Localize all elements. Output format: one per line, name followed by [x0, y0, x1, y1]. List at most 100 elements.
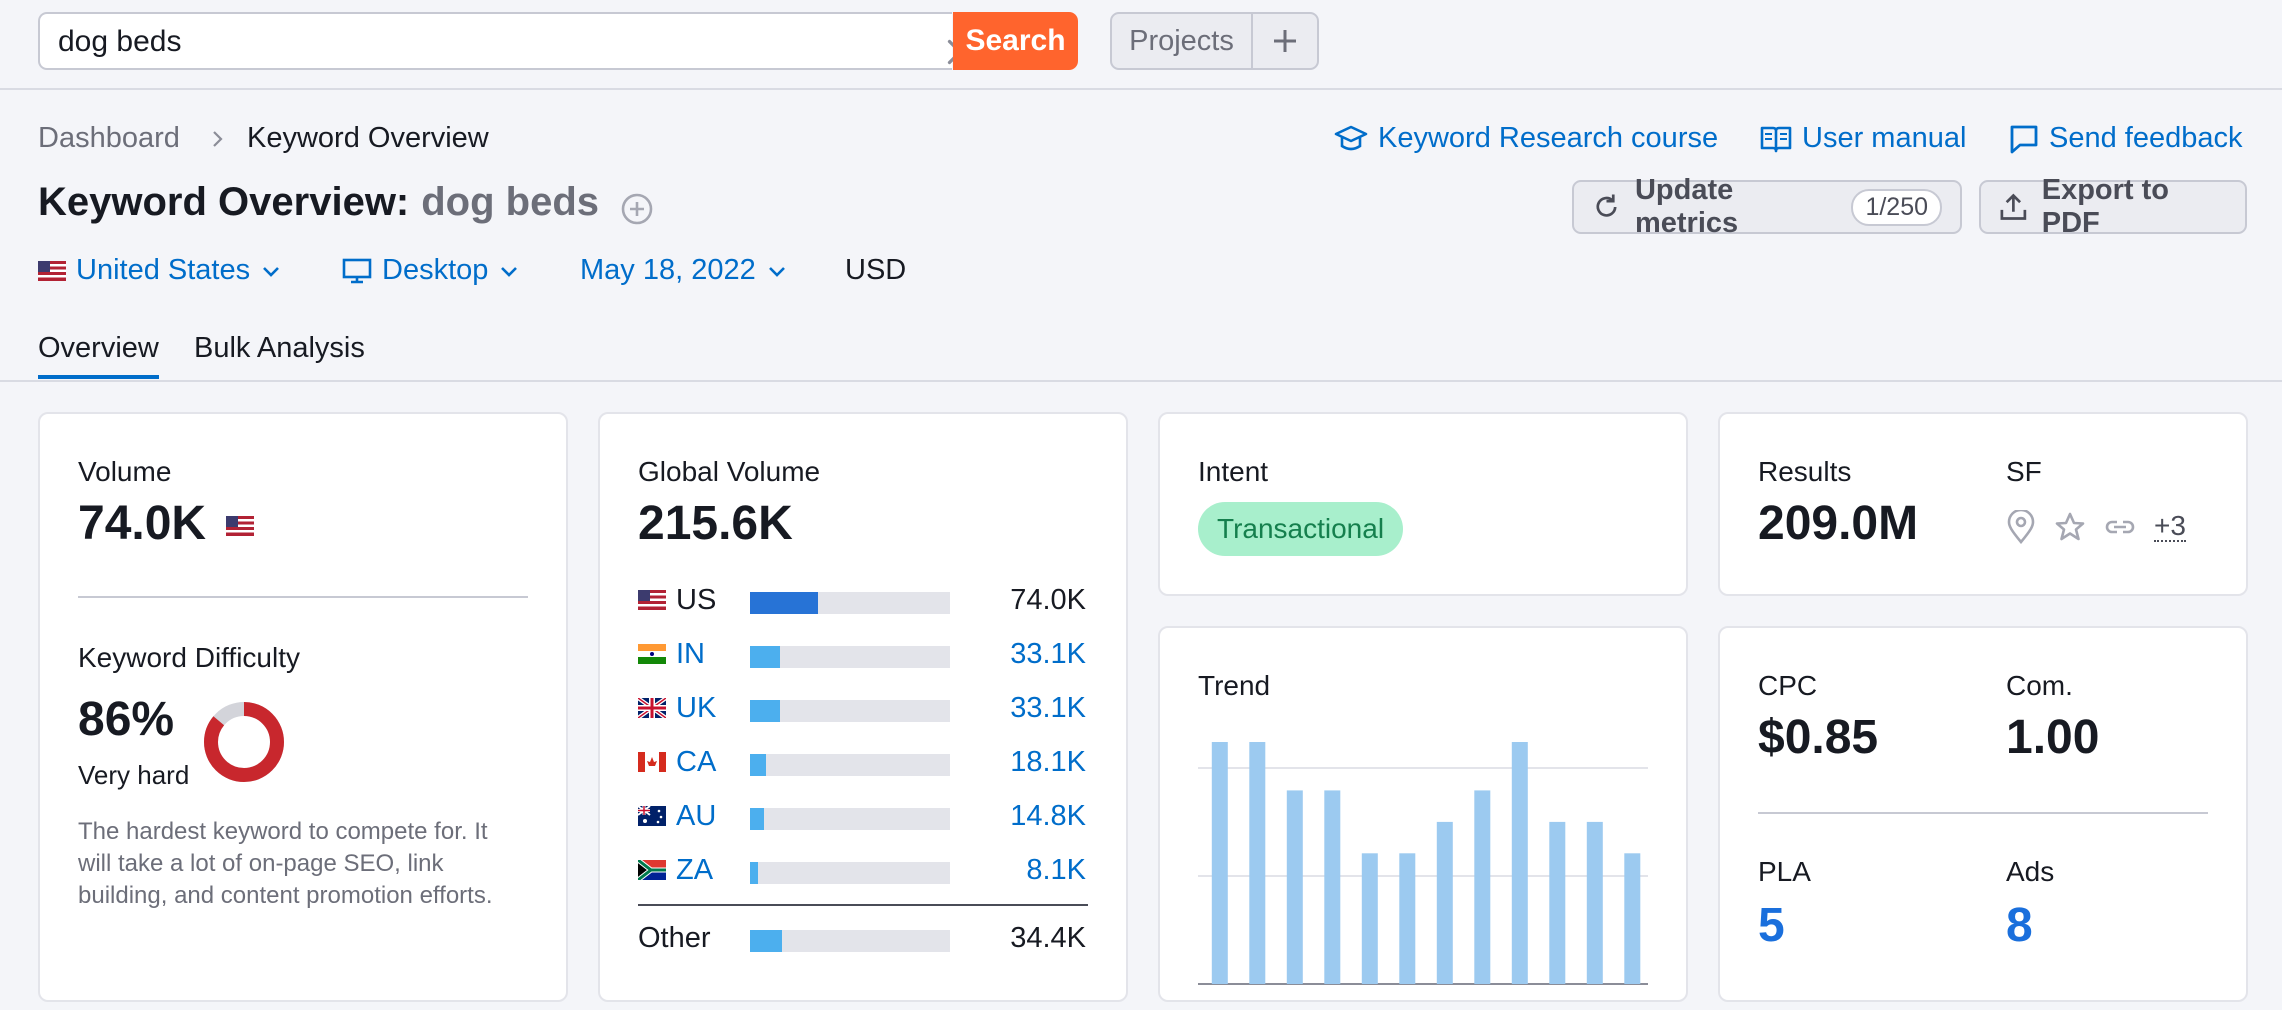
country-row-ca[interactable]: CA 18.1K [638, 746, 1086, 780]
volume-bar-track [750, 808, 950, 830]
global-volume-divider [638, 904, 1088, 906]
date-select[interactable]: May 18, 2022 [580, 254, 788, 287]
sf-label: SF [2006, 456, 2042, 487]
upload-icon [2000, 193, 2027, 220]
results-card: Results 209.0M SF +3 [1718, 412, 2248, 596]
user-manual-link[interactable]: User manual [1760, 122, 1966, 155]
kd-donut-arc [204, 702, 284, 782]
tab-overview[interactable]: Overview [38, 332, 159, 379]
volume-bar-fill [750, 700, 780, 722]
trend-bar[interactable] [1474, 790, 1491, 984]
top-search-bar: Search Projects [0, 0, 2282, 90]
results-label: Results [1758, 456, 1852, 487]
trend-bars [1211, 742, 1641, 984]
volume-bar-fill [750, 808, 764, 830]
tab-bar: Overview Bulk Analysis [0, 326, 2282, 382]
desktop-icon [342, 258, 372, 283]
search-input[interactable] [58, 24, 898, 60]
user-manual-label: User manual [1802, 122, 1967, 154]
country-row-uk[interactable]: UK 33.1K [638, 692, 1086, 726]
trend-bar[interactable] [1399, 853, 1416, 984]
volume-bar-fill [750, 862, 758, 884]
volume-value: 74.0K [78, 497, 207, 550]
other-label: Other [638, 922, 711, 954]
country-code[interactable]: UK [676, 692, 717, 724]
star-icon [2055, 512, 2085, 541]
pla-value[interactable]: 5 [1758, 899, 1785, 952]
page-title: Keyword Overview: dog beds [38, 180, 599, 225]
uk-flag-icon [638, 698, 666, 718]
trend-chart [1198, 742, 1648, 985]
kd-level: Very hard [78, 760, 190, 790]
chevron-right-icon [213, 131, 223, 147]
device-select[interactable]: Desktop [342, 254, 520, 287]
intent-card: Intent Transactional [1158, 412, 1688, 596]
trend-bar[interactable] [1324, 790, 1341, 984]
us-flag-icon [38, 260, 66, 281]
add-to-list-icon[interactable] [620, 192, 654, 226]
other-volume: 34.4K [1010, 922, 1086, 954]
volume-bar-fill [750, 930, 782, 952]
breadcrumb-dashboard[interactable]: Dashboard [38, 122, 180, 154]
country-row-za[interactable]: ZA 8.1K [638, 854, 1086, 888]
trend-bar[interactable] [1361, 853, 1378, 984]
volume-bar-fill [750, 646, 780, 668]
trend-bar[interactable] [1624, 853, 1641, 984]
country-volume[interactable]: 18.1K [1010, 746, 1086, 778]
intent-label: Intent [1198, 456, 1269, 487]
update-metrics-label: Update metrics [1634, 174, 1739, 239]
trend-bar[interactable] [1586, 821, 1603, 984]
update-metrics-button[interactable]: Update metrics 1/250 [1572, 174, 1962, 239]
send-feedback-label: Send feedback [2049, 122, 2243, 154]
volume-bar-track [750, 754, 950, 776]
canada-flag-icon [638, 752, 666, 772]
refresh-icon [1596, 194, 1617, 217]
projects-button[interactable]: Projects [1110, 12, 1253, 70]
volume-divider [78, 596, 528, 598]
cpc-divider [1758, 812, 2208, 814]
tab-bulk-analysis[interactable]: Bulk Analysis [194, 332, 365, 364]
chat-bubble-icon [2010, 125, 2038, 153]
country-code[interactable]: ZA [676, 854, 714, 886]
country-row-in[interactable]: IN 33.1K [638, 638, 1086, 672]
country-select[interactable]: United States [38, 254, 282, 287]
country-volume: 74.0K [1010, 584, 1086, 616]
country-volume[interactable]: 33.1K [1010, 638, 1086, 670]
sf-more-link[interactable]: +3 [2154, 510, 2186, 542]
volume-bar-track [750, 700, 950, 722]
volume-bar-track [750, 930, 950, 952]
competition-value: 1.00 [2006, 711, 2100, 764]
export-pdf-button[interactable]: Export to PDF [1979, 174, 2247, 239]
global-volume-value: 215.6K [638, 497, 793, 550]
trend-bar[interactable] [1549, 821, 1566, 984]
chevron-down-icon [263, 266, 280, 277]
trend-bar[interactable] [1211, 742, 1228, 984]
trend-label: Trend [1198, 670, 1271, 701]
cpc-value: $0.85 [1758, 711, 1879, 764]
country-volume[interactable]: 14.8K [1010, 800, 1086, 832]
search-button[interactable]: Search [953, 12, 1078, 70]
kd-value: 86% [78, 693, 175, 746]
country-code[interactable]: CA [676, 746, 717, 778]
graduation-cap-icon [1334, 125, 1368, 150]
send-feedback-link[interactable]: Send feedback [2009, 122, 2242, 155]
country-code[interactable]: AU [676, 800, 717, 832]
results-value: 209.0M [1758, 497, 1919, 550]
australia-flag-icon [638, 806, 666, 826]
add-project-button[interactable] [1251, 12, 1319, 70]
trend-card: Trend [1158, 626, 1688, 1002]
country-volume[interactable]: 8.1K [1026, 854, 1086, 886]
keyword-research-course-link[interactable]: Keyword Research course [1334, 122, 1718, 155]
volume-label: Volume [78, 456, 172, 487]
country-volume[interactable]: 33.1K [1010, 692, 1086, 724]
ads-value[interactable]: 8 [2006, 899, 2033, 952]
country-code[interactable]: IN [676, 638, 705, 670]
trend-bar[interactable] [1286, 790, 1303, 984]
country-row-us: US 74.0K [638, 584, 1086, 618]
country-row-au[interactable]: AU 14.8K [638, 800, 1086, 834]
serp-features: +3 [2006, 510, 2186, 544]
trend-bar[interactable] [1511, 742, 1528, 984]
trend-bar[interactable] [1436, 821, 1453, 984]
search-box[interactable] [38, 12, 973, 70]
trend-bar[interactable] [1249, 742, 1266, 984]
